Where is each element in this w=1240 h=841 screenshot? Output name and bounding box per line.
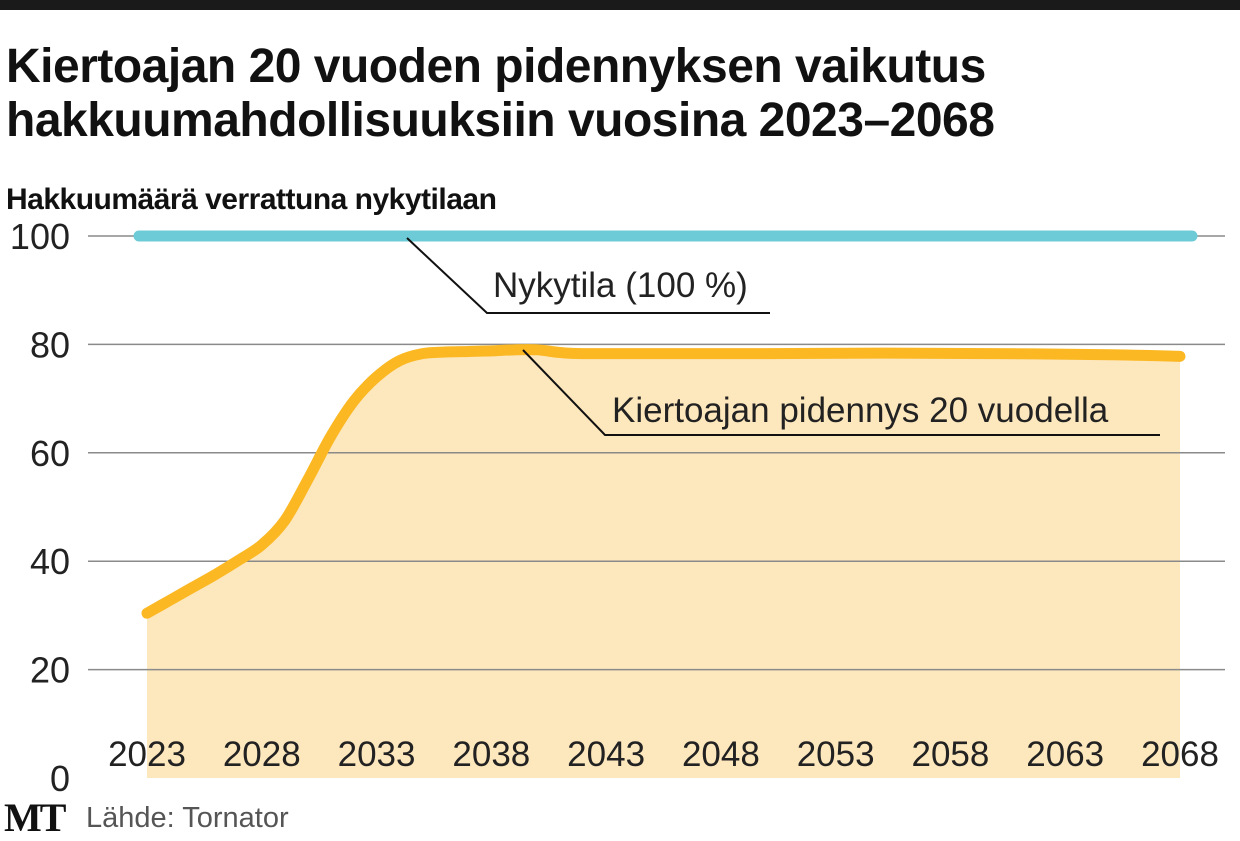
chart-title: Kiertoajan 20 vuoden pidennyksen vaikutu… bbox=[6, 40, 995, 148]
x-tick-label: 2048 bbox=[682, 735, 760, 774]
mt-logo: MT bbox=[4, 795, 66, 840]
series-line-kiertoajan-pidennys bbox=[141, 344, 1186, 619]
x-tick-label: 2058 bbox=[912, 735, 990, 774]
y-tick-label: 80 bbox=[30, 324, 70, 365]
x-tick-label: 2063 bbox=[1026, 735, 1104, 774]
x-tick-label: 2023 bbox=[108, 735, 186, 774]
x-tick-label: 2068 bbox=[1141, 735, 1219, 774]
x-tick-label: 2038 bbox=[452, 735, 530, 774]
y-tick-label: 20 bbox=[30, 650, 70, 691]
y-axis-label: Hakkuumäärä verrattuna nykytilaan bbox=[6, 183, 497, 216]
x-tick-label: 2043 bbox=[567, 735, 645, 774]
x-tick-label: 2028 bbox=[223, 735, 301, 774]
x-tick-label: 2053 bbox=[797, 735, 875, 774]
title-line-1: Kiertoajan 20 vuoden pidennyksen vaikutu… bbox=[6, 40, 986, 93]
top-bar bbox=[0, 0, 1240, 10]
title-line-2: hakkuumahdollisuuksiin vuosina 2023–2068 bbox=[6, 94, 995, 147]
leader-line-nykytila bbox=[406, 237, 770, 314]
y-tick-label: 60 bbox=[30, 433, 70, 474]
annotation-nykytila: Nykytila (100 %) bbox=[493, 266, 748, 305]
x-tick-label: 2033 bbox=[338, 735, 416, 774]
annotation-pidennys: Kiertoajan pidennys 20 vuodella bbox=[612, 391, 1109, 430]
source-text: Lähde: Tornator bbox=[86, 802, 289, 834]
y-tick-label: 0 bbox=[50, 758, 70, 799]
y-tick-label: 100 bbox=[10, 216, 70, 257]
leader-line-pidennys bbox=[522, 349, 1160, 436]
y-tick-label: 40 bbox=[30, 541, 70, 582]
area-fill bbox=[147, 349, 1180, 778]
